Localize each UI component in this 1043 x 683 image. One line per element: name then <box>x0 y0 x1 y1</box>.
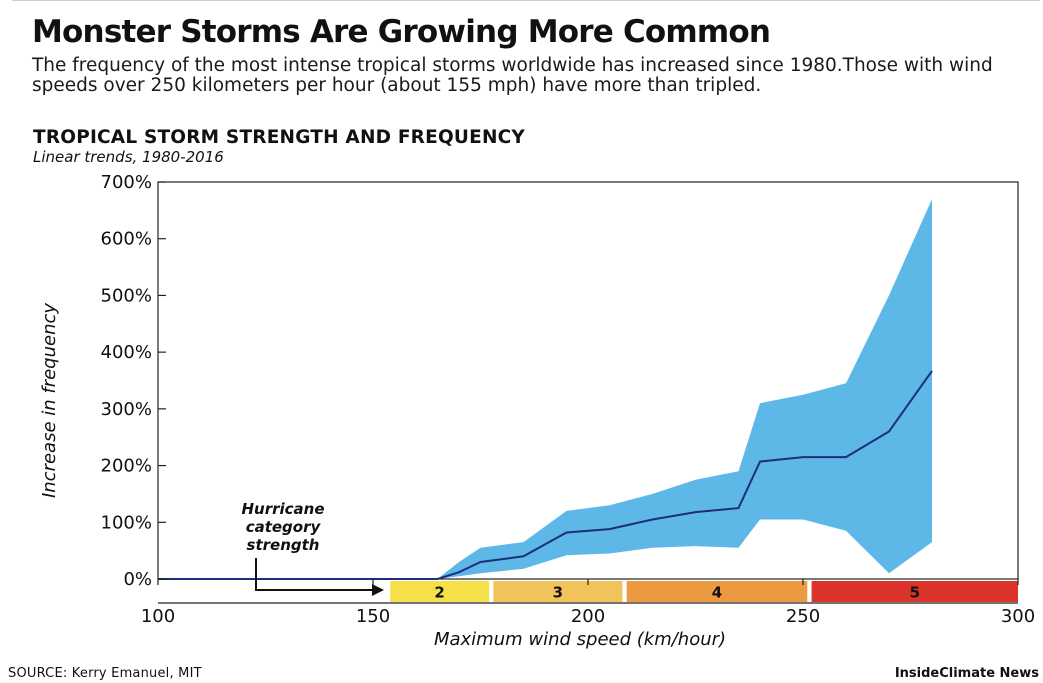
headline-subtitle: The frequency of the most intense tropic… <box>32 55 993 96</box>
y-axis-title: Increase in frequency <box>39 303 60 498</box>
category-label: 5 <box>910 584 920 602</box>
x-tick-label: 150 <box>356 606 390 627</box>
y-tick-label: 700% <box>101 172 152 193</box>
y-tick-label: 400% <box>101 342 152 363</box>
category-band-4 <box>626 581 808 602</box>
publisher-credit: InsideClimate News <box>894 666 1039 681</box>
y-tick-label: 600% <box>101 229 152 250</box>
annotation-text: strength <box>247 536 320 554</box>
chart-subtitle: Linear trends, 1980-2016 <box>33 148 224 166</box>
annotation-arrow-line <box>255 558 372 591</box>
category-label: 4 <box>712 584 722 602</box>
y-tick-label: 300% <box>101 399 152 420</box>
category-band-5 <box>811 581 1018 602</box>
trend-line <box>158 370 933 580</box>
headline: Monster Storms Are Growing More Common <box>32 14 771 50</box>
top-border <box>12 0 1040 1</box>
source-note: SOURCE: Kerry Emanuel, MIT <box>8 666 202 681</box>
annotation-text: Hurricane <box>241 500 324 518</box>
category-label: 2 <box>434 584 444 602</box>
y-tick-label: 200% <box>101 456 152 477</box>
y-tick-label: 0% <box>123 569 152 590</box>
confidence-band <box>437 199 932 579</box>
chart-title: TROPICAL STORM STRENGTH AND FREQUENCY <box>33 127 525 148</box>
annotation-text: category <box>246 518 322 536</box>
x-tick-label: 200 <box>571 606 605 627</box>
x-tick-label: 300 <box>1001 606 1035 627</box>
y-tick-label: 500% <box>101 285 152 306</box>
annotation-arrowhead <box>372 584 384 596</box>
category-band-2 <box>390 581 490 602</box>
x-tick-label: 100 <box>141 606 175 627</box>
x-axis-title: Maximum wind speed (km/hour) <box>434 629 726 650</box>
y-tick-label: 100% <box>101 512 152 533</box>
x-tick-label: 250 <box>786 606 820 627</box>
category-label: 3 <box>553 584 563 602</box>
category-band-3 <box>493 581 623 602</box>
